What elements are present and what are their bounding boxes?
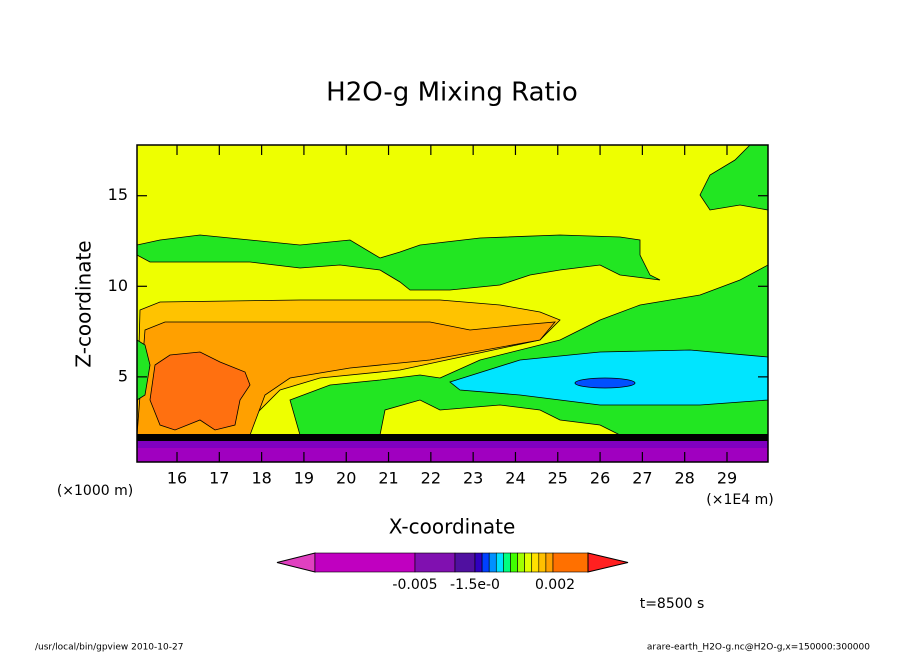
field-magenta bbox=[137, 448, 768, 462]
colorbar-label: -1.5e-0 bbox=[450, 577, 500, 593]
colorbar-segment bbox=[545, 552, 554, 573]
colorbar-segment bbox=[314, 552, 416, 573]
chart-title: H2O-g Mixing Ratio bbox=[326, 78, 578, 108]
x-tick-label: 23 bbox=[463, 469, 483, 488]
x-tick-label: 17 bbox=[209, 469, 229, 488]
x-tick-label: 18 bbox=[251, 469, 271, 488]
colorbar-segment bbox=[488, 552, 497, 573]
field-green bbox=[136, 234, 661, 291]
colorbar-segment bbox=[552, 552, 589, 573]
field-contour-dense bbox=[137, 434, 768, 441]
y-tick-label: 5 bbox=[118, 366, 128, 385]
colorbar-segment bbox=[510, 552, 518, 573]
footer-right: arare-earth_H2O-g.nc@H2O-g,x=150000:3000… bbox=[647, 643, 870, 653]
colorbar-segment bbox=[474, 552, 483, 573]
x-unit: (×1E4 m) bbox=[706, 492, 773, 508]
colorbar-segment bbox=[503, 552, 511, 573]
contour-field bbox=[136, 144, 769, 462]
colorbar-segment bbox=[414, 552, 456, 573]
x-tick-label: 24 bbox=[505, 469, 525, 488]
colorbar-segment bbox=[531, 552, 540, 573]
footer-left: /usr/local/bin/gpview 2010-10-27 bbox=[35, 643, 183, 653]
x-tick-label: 21 bbox=[378, 469, 398, 488]
field-blue bbox=[574, 377, 636, 389]
colorbar-label: 0.002 bbox=[535, 577, 575, 593]
annotation: t=8500 s bbox=[640, 596, 705, 612]
x-tick-label: 26 bbox=[590, 469, 610, 488]
plot-frame bbox=[136, 144, 769, 463]
field-yellow bbox=[379, 399, 621, 436]
colorbar-segment bbox=[481, 552, 490, 573]
field-deep-orange bbox=[149, 351, 251, 431]
y-axis-label: Z-coordinate bbox=[72, 240, 96, 367]
x-axis-label: X-coordinate bbox=[389, 515, 516, 539]
x-tick-label: 16 bbox=[167, 469, 187, 488]
colorbar-triangle bbox=[587, 552, 629, 573]
colorbar-segment bbox=[495, 552, 504, 573]
field-orange bbox=[136, 321, 556, 436]
y-tick-label: 15 bbox=[108, 185, 128, 204]
colorbar-segment bbox=[454, 552, 476, 573]
x-tick-label: 27 bbox=[632, 469, 652, 488]
colorbar-segment bbox=[538, 552, 547, 573]
colorbar-segment bbox=[524, 552, 533, 573]
x-tick-label: 25 bbox=[548, 469, 568, 488]
colorbar-segment bbox=[517, 552, 525, 573]
y-unit: (×1000 m) bbox=[57, 483, 133, 499]
colorbar-label: -0.005 bbox=[392, 577, 437, 593]
x-tick-label: 28 bbox=[675, 469, 695, 488]
y-tick-label: 10 bbox=[108, 276, 128, 295]
x-tick-label: 29 bbox=[717, 469, 737, 488]
x-tick-label: 20 bbox=[336, 469, 356, 488]
x-tick-label: 22 bbox=[421, 469, 441, 488]
x-tick-label: 19 bbox=[294, 469, 314, 488]
